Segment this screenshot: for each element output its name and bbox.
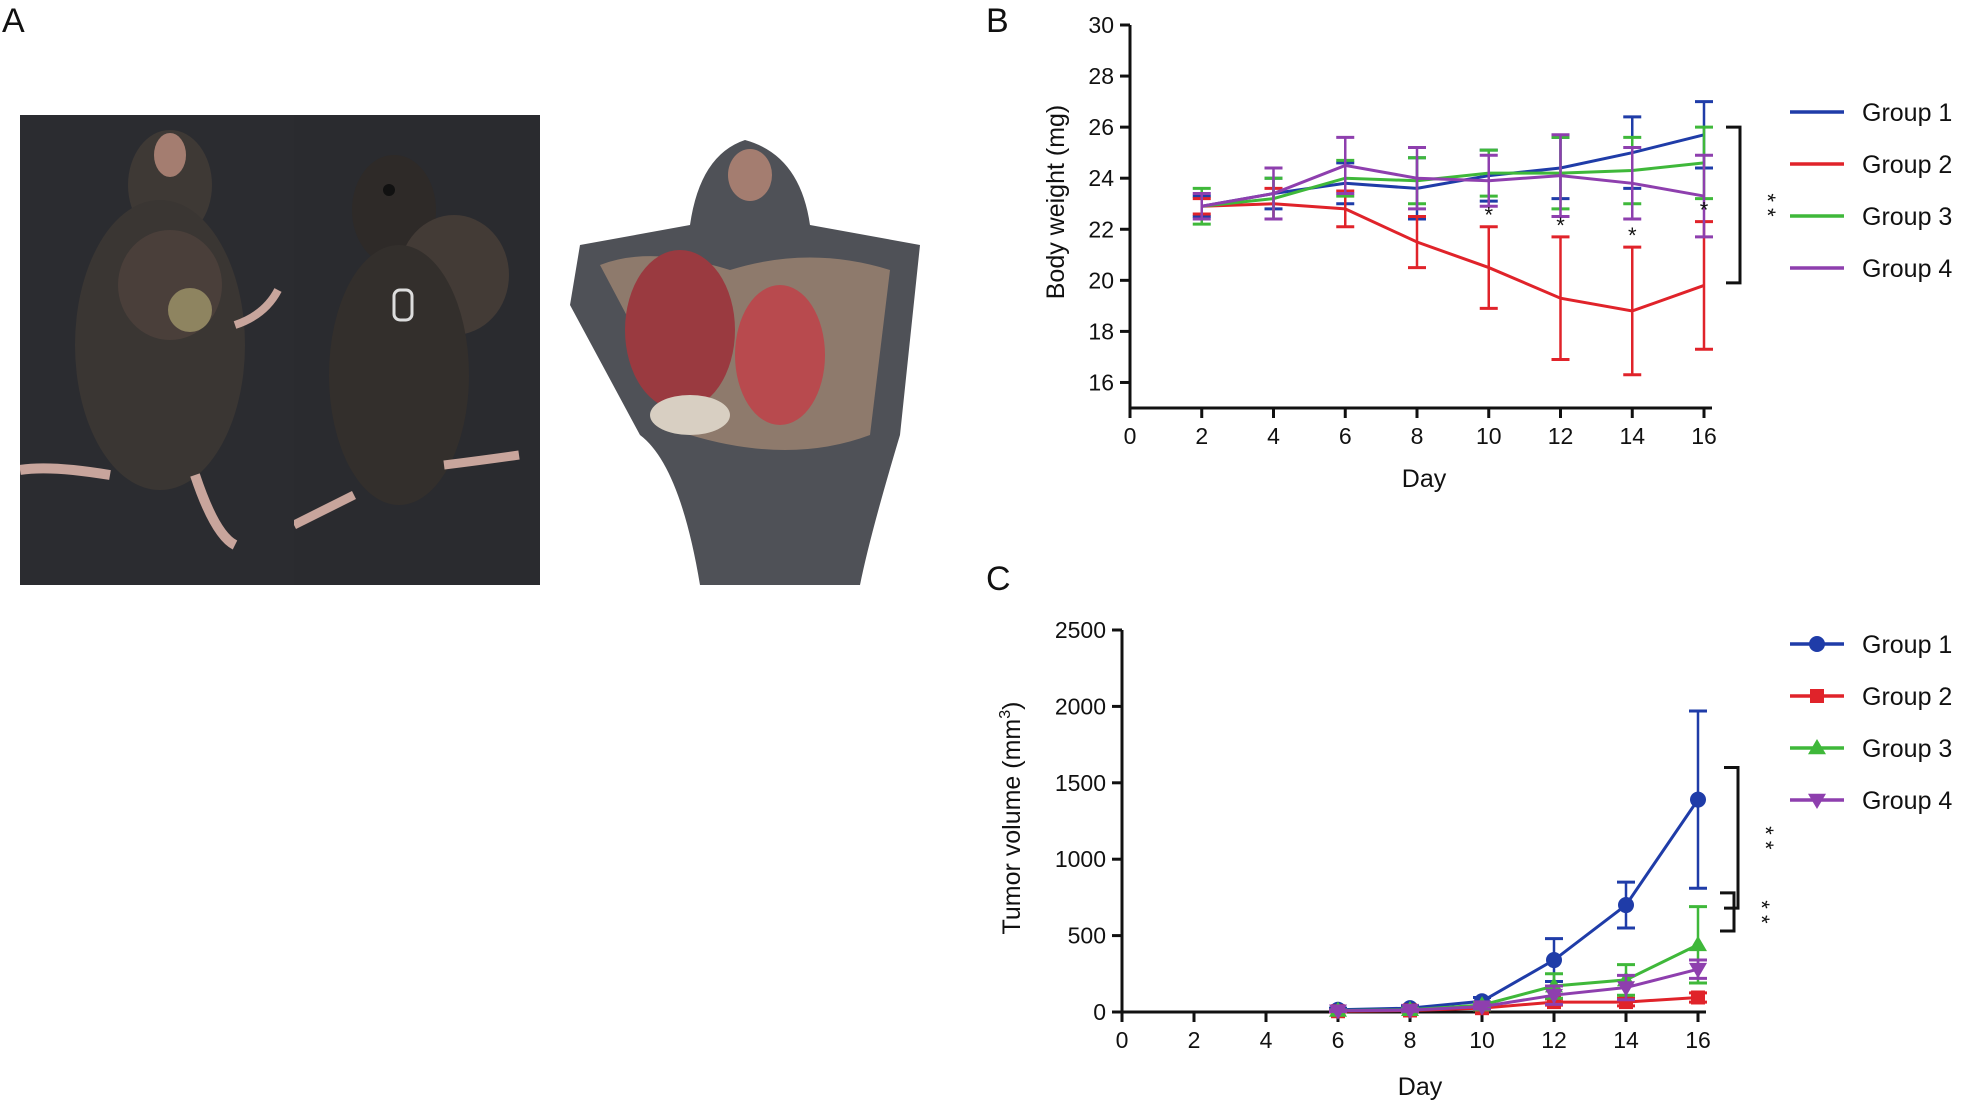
chart-c-y-tick-label: 2000: [1055, 693, 1106, 719]
chart-c-x-tick-label: 4: [1260, 1027, 1273, 1053]
chart-b-x-tick-label: 0: [1124, 423, 1137, 449]
chart-c-y-tick-label: 1500: [1055, 770, 1106, 796]
chart-c-x-tick-label: 2: [1188, 1027, 1201, 1053]
panel-label-c: C: [986, 560, 1011, 598]
chart-c-data-point: [1618, 897, 1634, 914]
chart-b-series-4: [1192, 133, 1713, 239]
mouse-photo-middle: [294, 115, 540, 585]
chart-c-x-tick-label: 14: [1613, 1027, 1639, 1053]
chart-b-bracket-line: [1726, 125, 1742, 285]
chart-c-x-tick-label: 0: [1116, 1027, 1129, 1053]
chart-c-series-4: [1329, 958, 1707, 1020]
chart-b-legend-item-4: Group 4: [1790, 255, 1952, 283]
chart-c-data-point: [1690, 791, 1706, 808]
chart-b-series-line: [1201, 133, 1705, 208]
chart-b-y-tick-label: 22: [1088, 216, 1114, 242]
chart-c-series-1: [1329, 709, 1707, 1018]
chart-b-legend-label: Group 2: [1862, 151, 1952, 179]
chart-b-y-tick-label: 30: [1088, 12, 1114, 38]
chart-c-x-label: Day: [1398, 1073, 1443, 1101]
chart-c-significance-bracket: * *: [1724, 766, 1778, 910]
chart-b-bracket-label: * *: [1755, 193, 1780, 217]
chart-b-series-line: [1201, 163, 1705, 208]
chart-c-legend-marker: [1808, 793, 1826, 809]
chart-b-x-tick-label: 6: [1339, 423, 1352, 449]
chart-b-x-tick-label: 12: [1548, 423, 1574, 449]
panel-label-a: A: [2, 2, 25, 40]
chart-c-series-line: [1337, 798, 1700, 1012]
chart-c-legend-item-4: Group 4: [1790, 787, 1952, 815]
chart-b-legend-item-1: Group 1: [1790, 99, 1952, 127]
chart-b-x-tick-label: 14: [1619, 423, 1645, 449]
chart-b-y-tick-label: 26: [1088, 114, 1114, 140]
chart-b-x-tick-label: 4: [1267, 423, 1280, 449]
chart-c-series-line: [1337, 967, 1699, 1013]
chart-c-y-tick-label: 500: [1068, 923, 1106, 949]
chart-b-significance-star: *: [1628, 223, 1637, 248]
chart-c-y-label: Tumor volume (mm3): [997, 702, 1026, 935]
chart-b-legend-item-2: Group 2: [1790, 151, 1952, 179]
chart-b-x-label: Day: [1402, 465, 1447, 493]
chart-c-x-tick-label: 6: [1332, 1027, 1345, 1053]
chart-b-legend-label: Group 1: [1862, 99, 1952, 127]
chart-c-data-point: [1689, 962, 1707, 979]
chart-c-legend-label: Group 2: [1862, 683, 1952, 711]
chart-c-bracket-line: [1720, 891, 1736, 933]
chart-c-legend-marker: [1810, 689, 1824, 703]
chart-b-legend-label: Group 4: [1862, 255, 1952, 283]
chart-c-legend-marker: [1808, 739, 1826, 755]
chart-c-y-tick-label: 1000: [1055, 846, 1106, 872]
panel-label-b: B: [986, 2, 1009, 40]
chart-b-x-tick-label: 8: [1411, 423, 1424, 449]
chart-c-y-tick-label: 2500: [1055, 617, 1106, 643]
chart-c-data-point: [1329, 1004, 1347, 1020]
chart-c-bracket-label: * *: [1753, 826, 1778, 850]
chart-c-data-point: [1401, 1003, 1419, 1020]
chart-c-legend-item-1: Group 1: [1790, 631, 1952, 659]
chart-c-bracket-line: [1724, 766, 1740, 910]
chart-b-y-tick-label: 28: [1088, 63, 1114, 89]
chart-b-series-line: [1201, 161, 1705, 208]
chart-b-y-tick-label: 24: [1088, 165, 1114, 191]
chart-c-data-point: [1689, 935, 1707, 952]
chart-b-significance-bracket: * *: [1726, 125, 1780, 285]
chart-c-legend-label: Group 3: [1862, 735, 1952, 763]
chart-b-y-label: Body weight (mg): [1042, 105, 1070, 300]
chart-b-significance-star: *: [1700, 198, 1709, 223]
chart-c-data-point: [1691, 990, 1705, 1005]
chart-b-significance-star: *: [1484, 203, 1493, 228]
chart-b-y-tick-label: 20: [1088, 267, 1114, 293]
mouse-photo-left: [20, 115, 294, 585]
chart-c-legend-label: Group 1: [1862, 631, 1952, 659]
chart-b-legend-label: Group 3: [1862, 203, 1952, 231]
chart-c-data-point: [1546, 952, 1562, 969]
chart-b-legend-item-3: Group 3: [1790, 203, 1952, 231]
chart-b-significance-star: *: [1556, 213, 1565, 238]
chart-b-x-tick-label: 10: [1476, 423, 1502, 449]
chart-b-y-tick-label: 16: [1088, 369, 1114, 395]
chart-c-data-point: [1617, 981, 1635, 997]
chart-c-y-tick-label: 0: [1093, 999, 1106, 1025]
chart-b-series-line: [1201, 202, 1705, 313]
chart-c-bracket-label: * *: [1749, 900, 1774, 924]
chart-b-x-tick-label: 16: [1691, 423, 1717, 449]
chart-c-x-tick-label: 12: [1541, 1027, 1567, 1053]
chart-c-data-point: [1473, 1000, 1491, 1016]
chart-b-y-tick-label: 18: [1088, 318, 1114, 344]
chart-b-x-tick-label: 2: [1195, 423, 1208, 449]
mouse-photo-dissected: [570, 135, 930, 585]
chart-c-legend-label: Group 4: [1862, 787, 1952, 815]
chart-c-legend-item-2: Group 2: [1790, 683, 1952, 711]
chart-c-legend-marker: [1809, 636, 1825, 652]
chart-c-data-point: [1545, 988, 1563, 1005]
chart-c-x-tick-label: 16: [1685, 1027, 1711, 1053]
chart-c-legend-item-3: Group 3: [1790, 735, 1952, 763]
chart-c-x-tick-label: 8: [1404, 1027, 1417, 1053]
chart-c-x-tick-label: 10: [1469, 1027, 1495, 1053]
chart-c-significance-bracket: * *: [1720, 891, 1774, 933]
